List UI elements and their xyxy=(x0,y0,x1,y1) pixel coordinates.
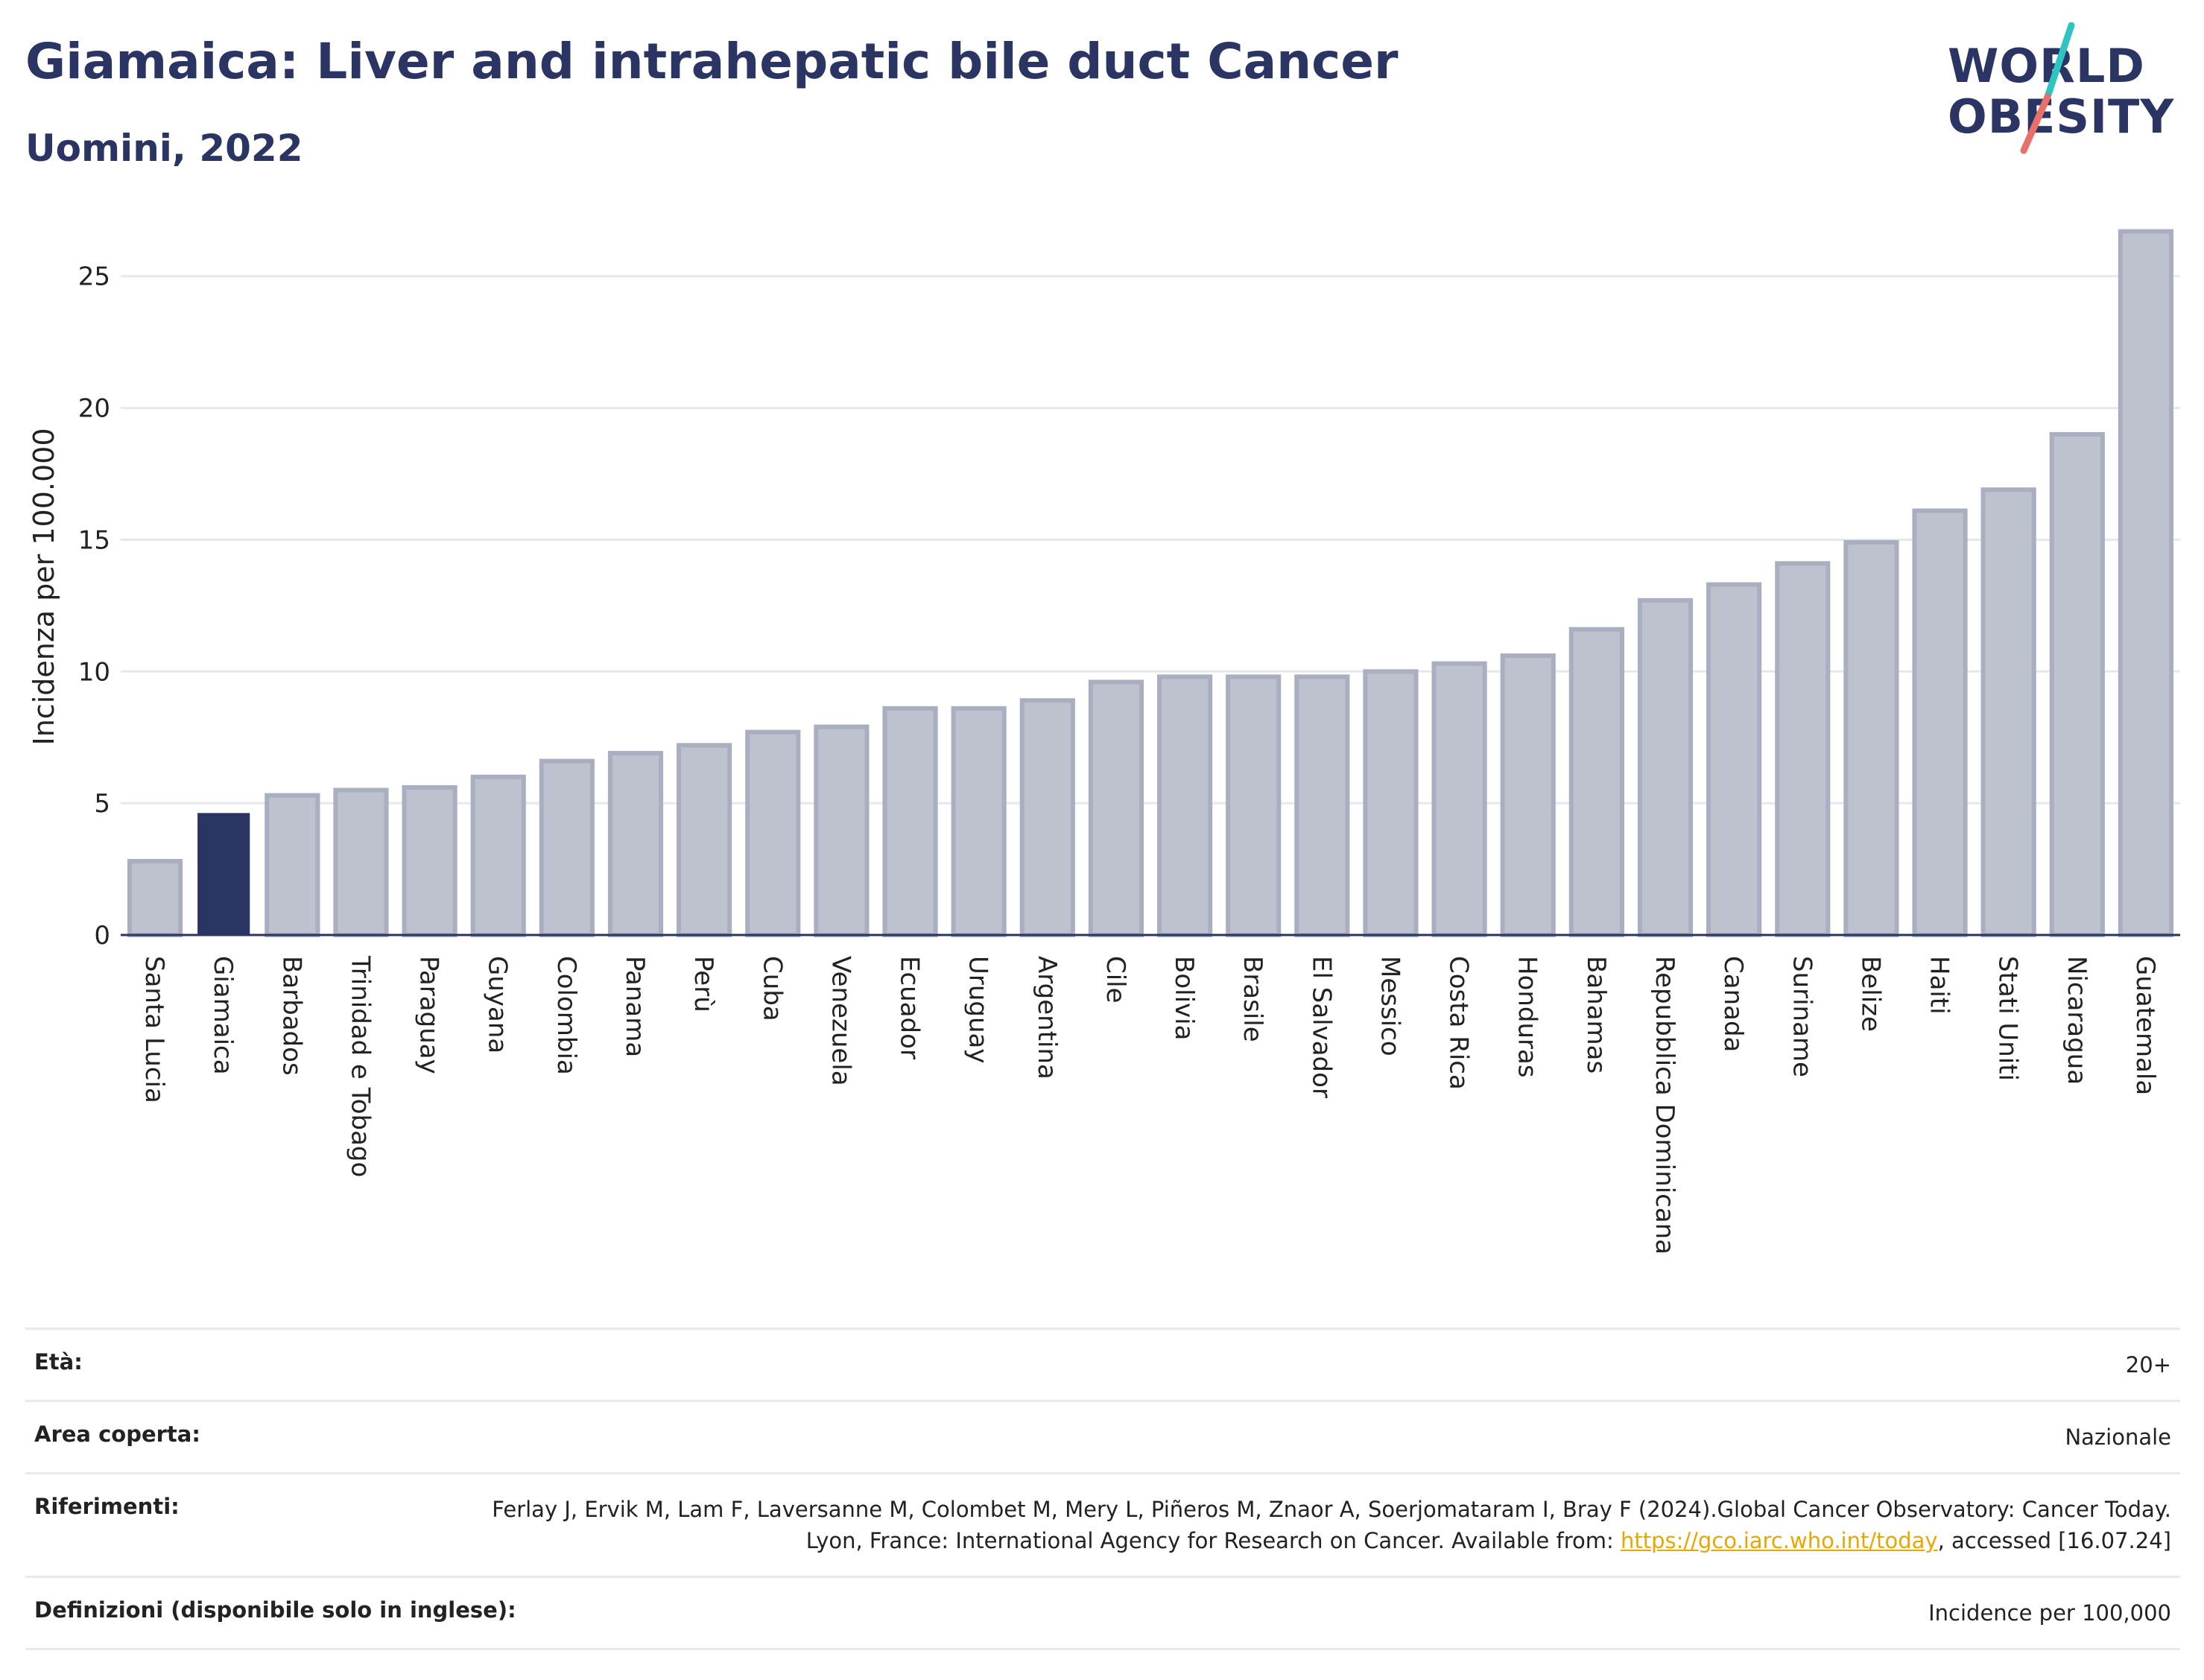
y-axis-label: Incidenza per 100.000 xyxy=(28,428,60,746)
y-tick-label: 10 xyxy=(78,657,110,687)
y-tick-label: 0 xyxy=(94,921,110,951)
x-tick-label: Canada xyxy=(1718,956,1748,1052)
definitions-value: Incidence per 100,000 xyxy=(1928,1600,2171,1626)
metadata-table: Età: 20+ Area coperta: Nazionale Riferim… xyxy=(25,1328,2180,1651)
bar-chart: 0 5 10 15 20 25 Incidenza per 100.000 Santa Luc… xyxy=(28,229,2180,1255)
bar xyxy=(470,774,526,938)
bar xyxy=(1226,674,1282,937)
bar xyxy=(1363,669,1419,938)
x-tick-label: Bolivia xyxy=(1169,956,1199,1040)
x-tick-label: Colombia xyxy=(551,956,581,1075)
x-tick-label: Giamaica xyxy=(208,956,238,1075)
x-tick-label: Honduras xyxy=(1513,956,1542,1078)
y-tick-label: 25 xyxy=(78,262,110,292)
y-tick-label: 15 xyxy=(78,525,110,555)
references-value: Ferlay J, Ervik M, Lam F, Laversanne M, … xyxy=(472,1494,2171,1556)
x-tick-label: Belize xyxy=(1855,956,1885,1032)
area-value: Nazionale xyxy=(2065,1424,2171,1451)
x-tick-label: Uruguay xyxy=(963,956,993,1064)
bar xyxy=(2118,229,2174,938)
bar xyxy=(1706,582,1762,938)
area-label: Area coperta: xyxy=(34,1421,200,1448)
bar xyxy=(1637,597,1694,938)
bar xyxy=(745,729,801,937)
bar xyxy=(607,750,664,938)
bar xyxy=(814,724,870,938)
x-tick-label: Haiti xyxy=(1925,956,1954,1015)
bar xyxy=(1294,674,1350,937)
bar xyxy=(539,758,595,937)
bar xyxy=(677,743,732,937)
x-tick-label: Paraguay xyxy=(414,956,444,1074)
x-tick-label: Ecuador xyxy=(895,956,925,1059)
meta-row-age: Età: 20+ xyxy=(25,1328,2180,1400)
x-tick-label: Stati Uniti xyxy=(1993,956,2023,1081)
logo-line-2: OBESITY xyxy=(1948,89,2175,144)
age-value: 20+ xyxy=(2125,1352,2171,1378)
bar xyxy=(1980,487,2036,937)
y-tick-label: 5 xyxy=(94,789,110,819)
bar xyxy=(1500,653,1556,938)
meta-row-area: Area coperta: Nazionale xyxy=(25,1400,2180,1472)
x-tick-label: Trinidad e Tobago xyxy=(345,955,375,1177)
references-text: Ferlay J, Ervik M, Lam F, Laversanne M, … xyxy=(492,1497,2171,1554)
definitions-label: Definizioni (disponibile solo in inglese… xyxy=(34,1597,516,1623)
meta-row-definitions: Definizioni (disponibile solo in inglese… xyxy=(25,1576,2180,1651)
logo-slash-icon xyxy=(2020,22,2075,154)
bar xyxy=(882,706,938,937)
x-tick-label: Guatemala xyxy=(2130,956,2160,1095)
bar xyxy=(1843,539,1899,937)
x-tick-label: Messico xyxy=(1375,956,1405,1056)
x-tick-label: Suriname xyxy=(1787,956,1817,1077)
age-label: Età: xyxy=(34,1349,83,1375)
x-tick-label: Guyana xyxy=(483,956,513,1053)
logo-line-1: WORLD xyxy=(1948,39,2145,93)
x-tick-label: Cile xyxy=(1101,956,1130,1004)
bar xyxy=(333,787,389,938)
bar xyxy=(1568,627,1624,937)
x-tick-label: Santa Lucia xyxy=(139,956,169,1103)
bar xyxy=(1775,561,1831,937)
bar xyxy=(197,813,250,936)
bar xyxy=(265,793,320,937)
x-tick-label: Barbados xyxy=(276,956,306,1076)
x-tick-label: Brasile xyxy=(1238,956,1267,1042)
x-tick-label: Panama xyxy=(620,956,650,1057)
bar xyxy=(1156,674,1213,937)
bar xyxy=(2049,431,2105,937)
bar xyxy=(127,858,183,938)
world-obesity-logo: WORLD OBESITY xyxy=(1937,22,2191,156)
x-tick-label: Costa Rica xyxy=(1444,956,1474,1090)
meta-row-references: Riferimenti: Ferlay J, Ervik M, Lam F, L… xyxy=(25,1472,2180,1576)
x-tick-label: Argentina xyxy=(1032,956,1062,1080)
references-link[interactable]: https://gco.iarc.who.int/today xyxy=(1620,1528,1938,1554)
x-tick-label: Nicaragua xyxy=(2062,956,2091,1085)
y-tick-label: 20 xyxy=(78,394,110,424)
bar xyxy=(402,784,457,937)
bar xyxy=(1088,679,1144,937)
x-tick-label: Perù xyxy=(688,956,718,1012)
x-tick-label: Venezuela xyxy=(826,956,855,1086)
bar xyxy=(1912,508,1968,937)
references-accessed: , accessed [16.07.24] xyxy=(1937,1528,2171,1554)
page-title: Giamaica: Liver and intrahepatic bile du… xyxy=(25,33,1399,90)
references-label: Riferimenti: xyxy=(34,1494,180,1520)
x-tick-label: Cuba xyxy=(757,956,787,1021)
x-tick-label: Bahamas xyxy=(1581,956,1611,1074)
bar xyxy=(1431,661,1487,937)
page-subtitle: Uomini, 2022 xyxy=(25,127,303,170)
x-tick-label: El Salvador xyxy=(1306,956,1336,1098)
x-tick-label: Repubblica Dominicana xyxy=(1650,956,1679,1255)
bar xyxy=(951,706,1007,937)
bar xyxy=(1019,698,1075,937)
